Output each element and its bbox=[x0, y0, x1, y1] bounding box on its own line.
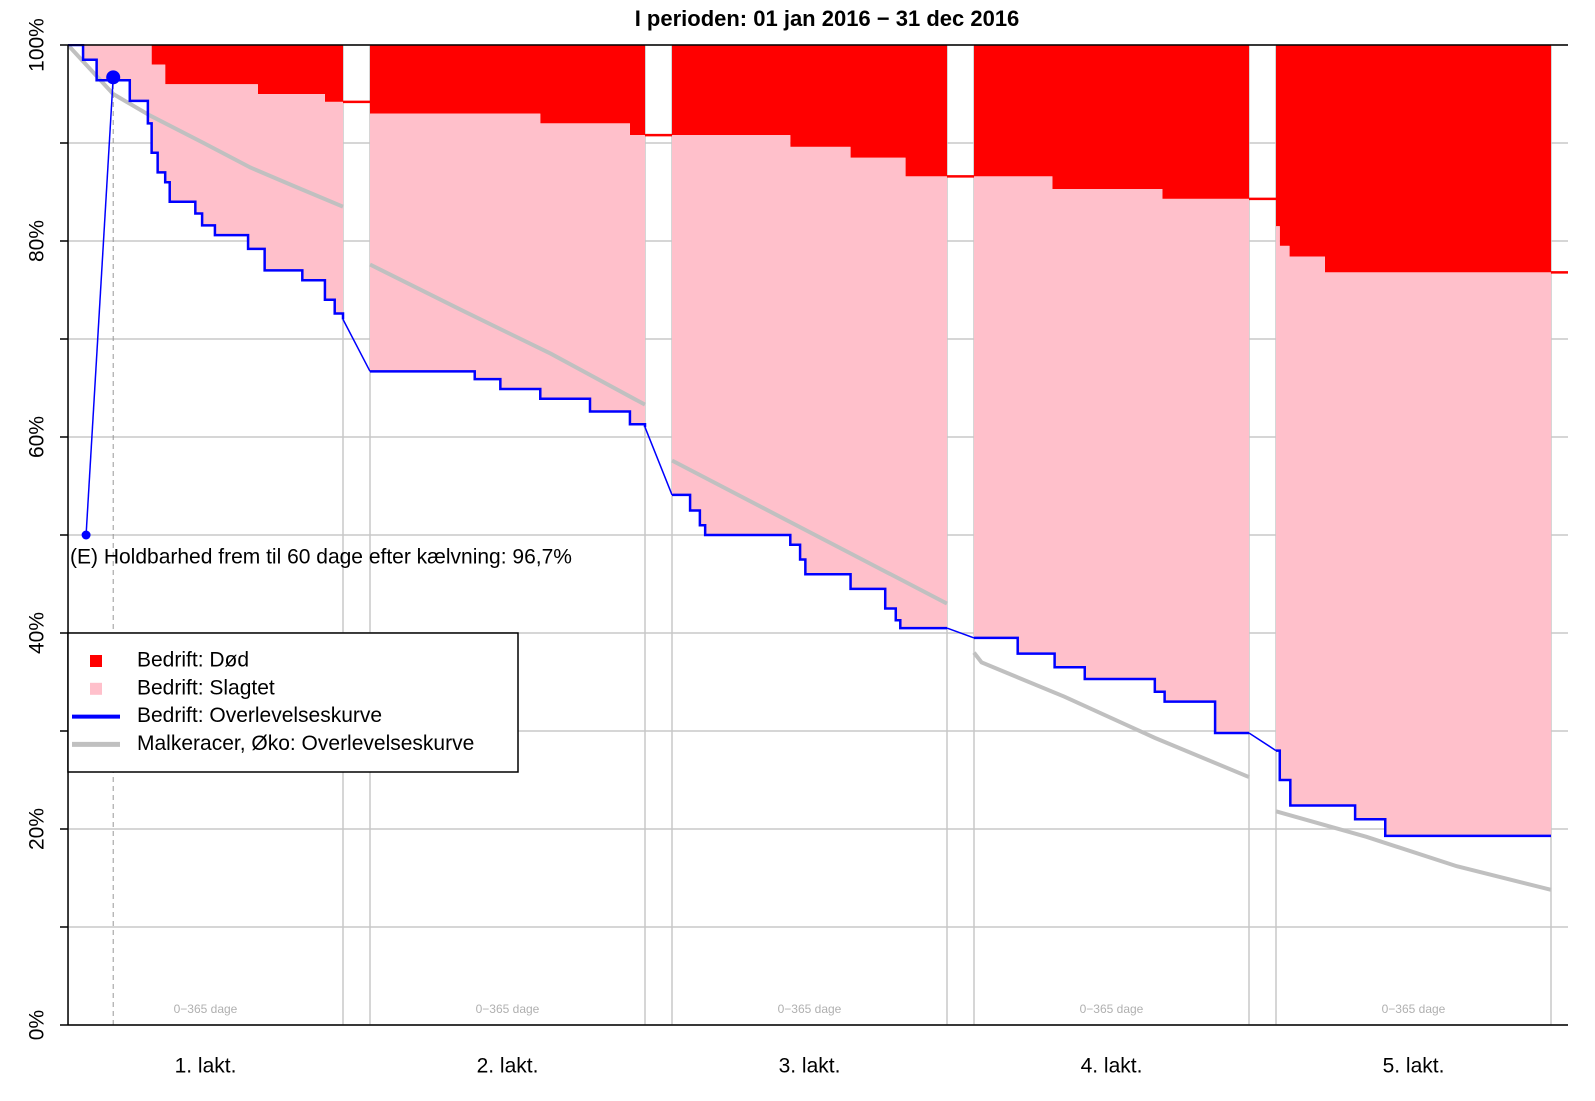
survival-curve bbox=[974, 636, 1249, 735]
x-tick-label: 3. lakt. bbox=[779, 1055, 841, 1078]
legend-label: Malkeracer, Øko: Overlevelseskurve bbox=[137, 732, 474, 755]
panel-range-label: 0−365 dage bbox=[476, 1002, 540, 1016]
legend-label: Bedrift: Død bbox=[137, 649, 249, 672]
survival-curve bbox=[672, 493, 947, 630]
slaughtered-area bbox=[370, 113, 645, 428]
x-tick-label: 2. lakt. bbox=[477, 1055, 539, 1078]
legend: Bedrift: Død Bedrift: Slagtet Bedrift: Ove… bbox=[67, 632, 519, 773]
annotation-marker bbox=[106, 70, 121, 85]
chart-title: I perioden: 01 jan 2016 − 31 dec 2016 bbox=[635, 6, 1020, 31]
x-tick-label: 5. lakt. bbox=[1383, 1055, 1445, 1078]
survival-curve bbox=[370, 370, 647, 428]
dead-area bbox=[1276, 45, 1551, 273]
legend-label: Bedrift: Overlevelseskurve bbox=[137, 704, 382, 727]
x-tick-label: 1. lakt. bbox=[175, 1055, 237, 1078]
annotation-line bbox=[85, 77, 114, 536]
y-tick-label: 40% bbox=[26, 612, 49, 654]
slaughtered-area bbox=[672, 135, 947, 629]
survival-connector bbox=[1248, 732, 1277, 752]
plot-area bbox=[68, 44, 1568, 1026]
dead-area bbox=[68, 45, 343, 102]
survival-curve bbox=[1276, 749, 1551, 838]
slaughtered-area bbox=[974, 176, 1249, 733]
y-tick-label: 20% bbox=[26, 808, 49, 850]
legend-swatch bbox=[90, 655, 102, 667]
dead-area bbox=[370, 45, 645, 136]
reference-curve bbox=[972, 651, 1250, 779]
dead-area bbox=[974, 45, 1249, 199]
panel-range-label: 0−365 dage bbox=[1382, 1002, 1446, 1016]
reference-curve bbox=[369, 262, 646, 407]
axes: 0% 20% 40% 60% 80% 100% bbox=[26, 18, 1568, 1040]
survival-curve bbox=[68, 44, 345, 320]
slaughtered-area bbox=[68, 45, 343, 320]
annotation-text: (E) Holdbarhed frem til 60 dage efter kæ… bbox=[70, 546, 572, 569]
reference-curve bbox=[1275, 809, 1552, 892]
survival-connector bbox=[644, 426, 673, 496]
panel-range-label: 0−365 dage bbox=[174, 1002, 238, 1016]
panel-range-label: 0−365 dage bbox=[1080, 1002, 1144, 1016]
survival-connector bbox=[342, 319, 371, 372]
annotation-start bbox=[81, 530, 91, 540]
y-tick-label: 60% bbox=[26, 416, 49, 458]
panel-range-label: 0−365 dage bbox=[778, 1002, 842, 1016]
survival-connector bbox=[946, 627, 975, 639]
dead-area bbox=[672, 45, 947, 177]
legend-label: Bedrift: Slagtet bbox=[137, 676, 275, 699]
reference-curve bbox=[671, 458, 948, 606]
x-tick-label: 4. lakt. bbox=[1081, 1055, 1143, 1078]
y-tick-label: 100% bbox=[26, 18, 49, 72]
y-tick-label: 80% bbox=[26, 220, 49, 262]
y-tick-label: 0% bbox=[26, 1010, 49, 1040]
legend-swatch bbox=[90, 682, 102, 695]
slaughtered-area bbox=[1276, 226, 1551, 836]
